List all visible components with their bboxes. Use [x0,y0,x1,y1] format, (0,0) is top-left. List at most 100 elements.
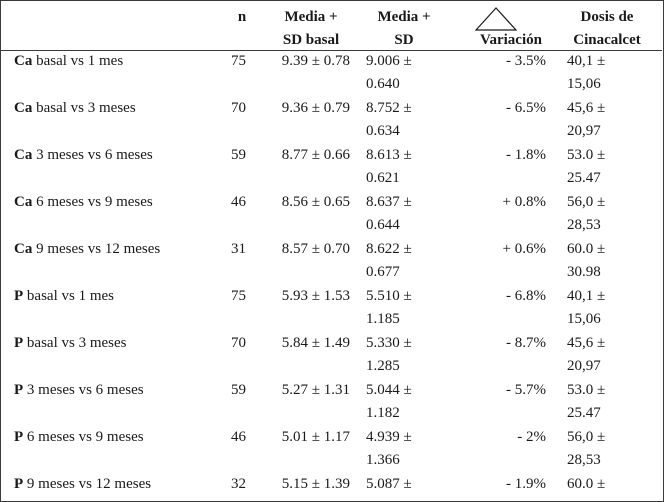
row-media-basal: 5.27 ± 1.31 [281,382,350,398]
row-comparison: basal vs 1 mes [26,288,114,304]
row-media-sd-line1: 5.044 ± [366,382,412,398]
row-element: P [14,429,24,445]
row-variacion: - 2% [517,429,546,445]
row-media-sd-line1: 8.613 ± [366,147,412,163]
header-dosis-line2: Cinacalcet [573,32,641,48]
row-label: Ca 3 meses vs 6 meses [14,144,153,167]
row-media-sd-line2: 0.634 [366,123,400,139]
row-media-sd-line2: 1.285 [366,358,400,374]
row-media-basal: 5.01 ± 1.17 [281,429,350,445]
row-media-basal: 9.39 ± 0.78 [281,53,350,69]
row-label: P basal vs 1 mes [14,285,114,308]
row-dosis-line1: 60.0 ± [567,476,606,492]
row-media-sd-line2: 0.640 [366,76,400,92]
row-n: 46 [231,194,246,210]
row-variacion: - 6.5% [506,100,546,116]
row-dosis-line1: 45,6 ± [567,335,606,351]
row-dosis-line2: 28,53 [567,217,601,233]
row-n: 59 [231,147,246,163]
row-dosis-line2: 15,06 [567,311,601,327]
row-media-sd-line1: 8.637 ± [366,194,412,210]
row-dosis-line2: 25.47 [567,405,601,421]
row-comparison: basal vs 3 meses [26,335,127,351]
row-dosis-line2: 15,06 [567,76,601,92]
row-comparison: 6 meses vs 9 meses [36,194,153,210]
row-dosis-line1: 45,6 ± [567,100,606,116]
row-comparison: 9 meses vs 12 meses [36,241,161,257]
row-media-basal: 8.57 ± 0.70 [281,241,350,257]
row-label: Ca 6 meses vs 9 meses [14,191,153,214]
row-variacion: + 0.8% [502,194,546,210]
row-media-sd-line1: 9.006 ± [366,53,412,69]
row-media-sd-line2: 0.621 [366,170,400,186]
row-n: 46 [231,429,246,445]
header-media-sd-line1: Media + [377,9,431,25]
row-variacion: - 8.7% [506,335,546,351]
row-media-basal: 5.15 ± 1.39 [281,476,350,492]
row-n: 75 [231,53,246,69]
row-element: Ca [14,147,33,163]
row-n: 59 [231,382,246,398]
row-element: P [14,476,24,492]
row-dosis-line1: 53.0 ± [567,382,606,398]
row-element: Ca [14,100,33,116]
row-element: P [14,288,24,304]
row-comparison: 3 meses vs 6 meses [26,382,144,398]
row-comparison: basal vs 3 meses [36,100,136,116]
row-dosis-line1: 60.0 ± [567,241,606,257]
row-n: 31 [231,241,246,257]
row-media-sd-line2: 1.366 [366,452,400,468]
row-label: P basal vs 3 meses [14,332,127,355]
row-media-sd-line1: 8.622 ± [366,241,412,257]
row-dosis-line1: 53.0 ± [567,147,606,163]
row-media-sd-line2: 1.185 [366,311,400,327]
header-media-sd: Media + SD [366,6,442,52]
row-media-sd-line1: 5.510 ± [366,288,412,304]
row-comparison: 3 meses vs 6 meses [36,147,153,163]
header-dosis: Dosis de Cinacalcet [562,6,652,52]
row-comparison: 6 meses vs 9 meses [26,429,144,445]
row-variacion: - 3.5% [506,53,546,69]
row-dosis-line2: 20,97 [567,358,601,374]
header-variacion: Variación [480,32,542,48]
row-label: P 6 meses vs 9 meses [14,426,144,449]
row-media-sd-line1: 5.330 ± [366,335,412,351]
header-n: n [237,9,247,25]
row-label: Ca basal vs 3 meses [14,97,136,120]
row-n: 32 [231,476,246,492]
row-media-sd-line1: 8.752 ± [366,100,412,116]
header-media-sd-line2: SD [394,32,414,48]
row-element: P [14,335,24,351]
row-element: Ca [14,194,33,210]
header-media-basal-line1: Media + [284,9,338,25]
row-comparison: 9 meses vs 12 meses [26,476,152,492]
row-variacion: + 0.6% [502,241,546,257]
row-label: P 3 meses vs 6 meses [14,379,144,402]
row-element: Ca [14,241,33,257]
row-dosis-line2: 25.47 [567,170,601,186]
header-dosis-line1: Dosis de [580,9,634,25]
row-media-sd-line2: 1.182 [366,405,400,421]
row-media-basal: 5.84 ± 1.49 [281,335,350,351]
row-dosis-line2: 28,53 [567,452,601,468]
row-comparison: basal vs 1 mes [36,53,124,69]
row-variacion: - 5.7% [506,382,546,398]
row-media-basal: 5.93 ± 1.53 [281,288,350,304]
row-n: 70 [231,335,246,351]
row-label: Ca basal vs 1 mes [14,50,123,73]
row-media-basal: 8.77 ± 0.66 [281,147,350,163]
row-variacion: - 1.8% [506,147,546,163]
row-dosis-line2: 20,97 [567,123,601,139]
row-dosis-line1: 56,0 ± [567,194,606,210]
row-media-basal: 8.56 ± 0.65 [281,194,350,210]
row-variacion: - 6.8% [506,288,546,304]
row-media-basal: 9.36 ± 0.79 [281,100,350,116]
row-dosis-line1: 40,1 ± [567,288,606,304]
header-media-basal: Media + SD basal [266,6,356,52]
row-label: Ca 9 meses vs 12 meses [14,238,160,261]
row-n: 75 [231,288,246,304]
row-variacion: - 1.9% [506,476,546,492]
row-n: 70 [231,100,246,116]
row-media-sd-line1: 4.939 ± [366,429,412,445]
row-label: P 9 meses vs 12 meses [14,473,151,496]
